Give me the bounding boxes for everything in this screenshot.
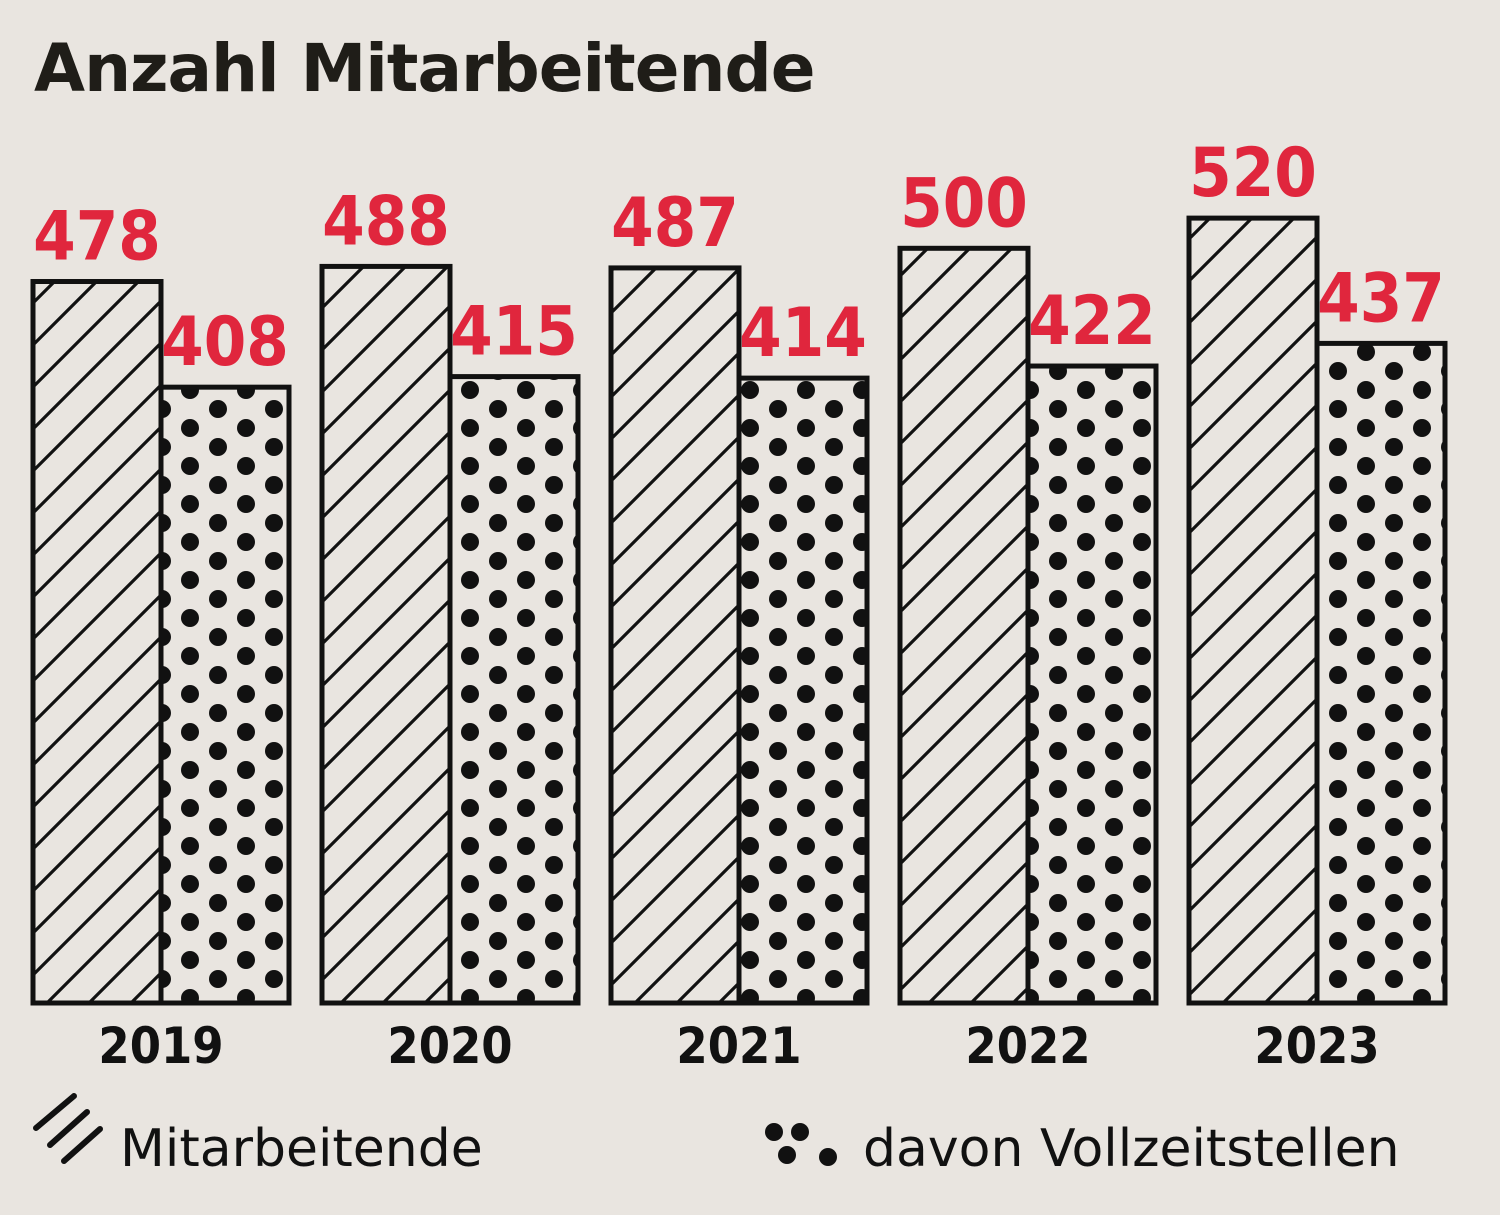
bar-dots [736, 375, 870, 1006]
chart-title: Anzahl Mitarbeitende [34, 30, 815, 107]
x-tick-label: 2022 [965, 1017, 1090, 1075]
bar-hatch [608, 265, 742, 1006]
bar-dots [158, 384, 292, 1006]
bar-hatch [1186, 215, 1320, 1006]
legend: Mitarbeitende davon Vollzeitstellen [33, 1093, 1400, 1179]
legend-item-dots: davon Vollzeitstellen [765, 1119, 1400, 1179]
dots-legend-icon [765, 1123, 837, 1166]
legend-label-hatch: Mitarbeitende [120, 1119, 483, 1179]
legend-label-dots: davon Vollzeitstellen [863, 1119, 1400, 1179]
x-tick-label: 2023 [1254, 1017, 1379, 1075]
data-label: 478 [33, 198, 161, 277]
x-tick-label: 2020 [387, 1017, 512, 1075]
data-label: 422 [1028, 282, 1156, 361]
data-label: 415 [450, 293, 578, 372]
data-label: 488 [322, 182, 450, 261]
bar-hatch [897, 245, 1031, 1006]
bar-hatch [30, 279, 164, 1006]
x-tick-label: 2021 [676, 1017, 801, 1075]
legend-item-hatch: Mitarbeitende [33, 1093, 483, 1179]
x-tick-label: 2019 [98, 1017, 223, 1075]
data-label: 414 [739, 294, 867, 373]
data-label: 408 [161, 303, 289, 382]
data-label: 437 [1317, 259, 1445, 338]
data-label: 520 [1189, 134, 1317, 213]
bar-hatch [319, 263, 453, 1006]
bar-dots [1314, 340, 1448, 1006]
bar-dots [447, 374, 581, 1006]
bar-dots [1025, 363, 1159, 1006]
data-label: 487 [611, 184, 739, 263]
hatch-legend-icon [33, 1093, 103, 1164]
data-label: 500 [900, 164, 1028, 243]
